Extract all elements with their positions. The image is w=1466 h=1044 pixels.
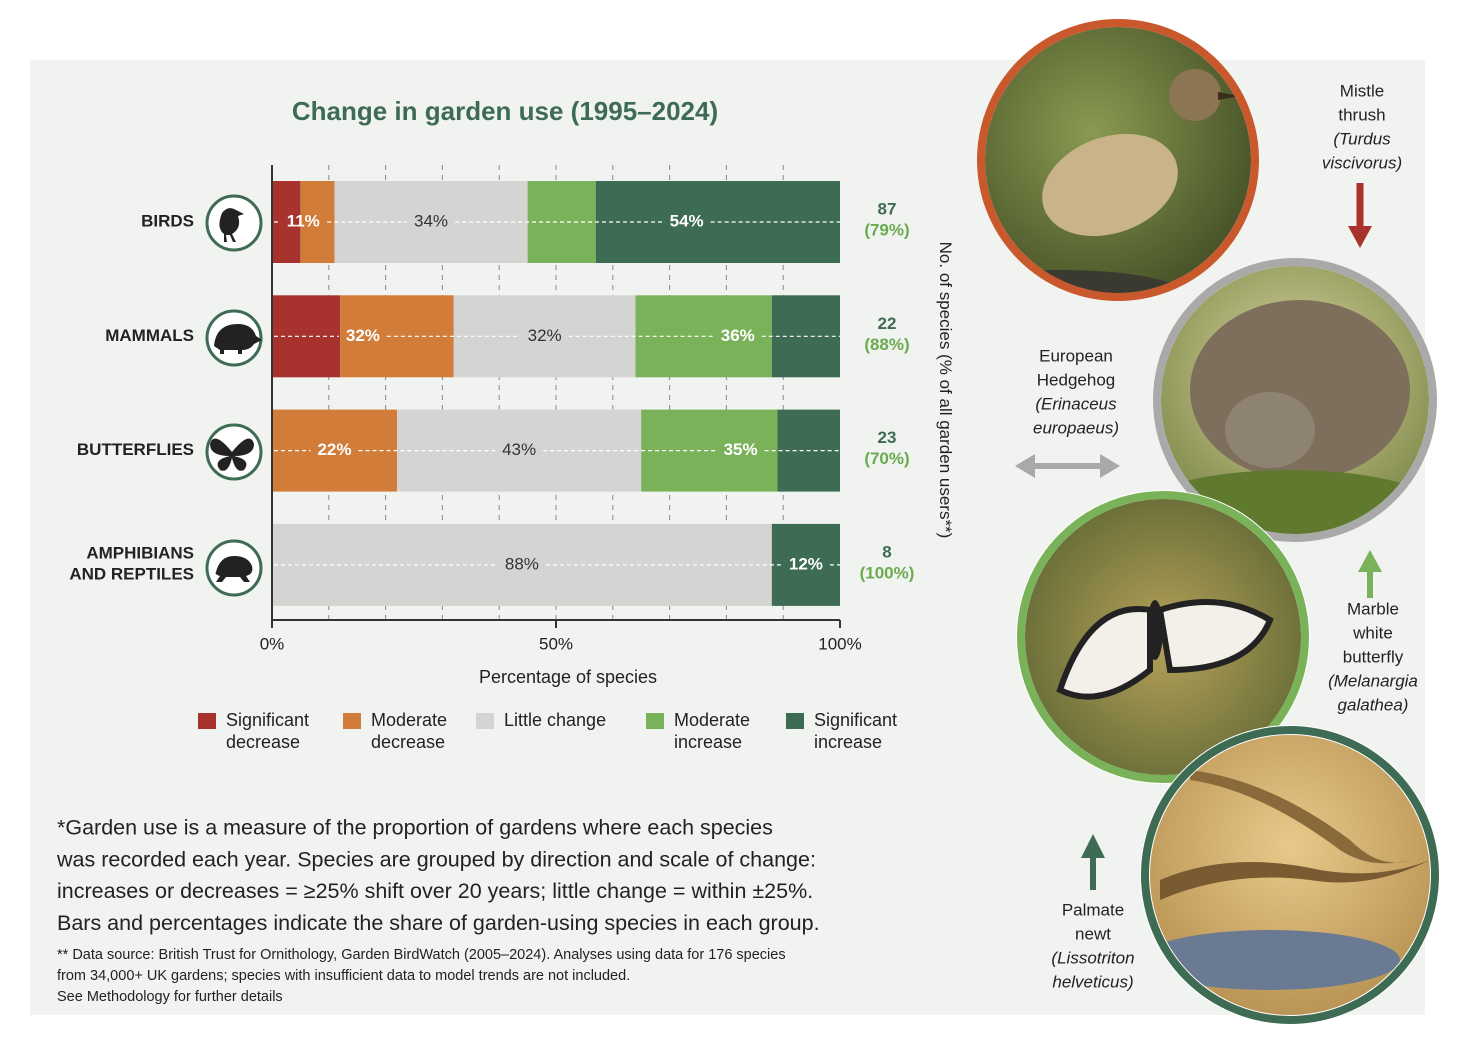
x-tick-label: 50% <box>539 634 573 653</box>
footnote-line: *Garden use is a measure of the proporti… <box>57 816 773 840</box>
arrows <box>1015 183 1382 890</box>
legend-label: Significant decrease <box>226 710 309 752</box>
legend-label: Little change <box>504 710 606 730</box>
y2-axis-label: No. of species (% of all garden users**) <box>936 242 955 539</box>
legend-swatch <box>198 713 216 729</box>
legend-swatch <box>646 713 664 729</box>
group-total-label: 54% <box>670 211 704 230</box>
photo-caption: Hedgehog <box>1037 370 1115 389</box>
photo-caption: Palmate <box>1062 900 1124 919</box>
source-line: ** Data source: British Trust for Ornith… <box>57 947 786 963</box>
species-count: 23 <box>878 428 897 447</box>
garden-share: (70%) <box>864 449 909 468</box>
legend-swatch <box>786 713 804 729</box>
source-line: See Methodology for further details <box>57 989 283 1005</box>
photo-caption: newt <box>1075 924 1111 943</box>
photo-butterfly <box>1016 490 1310 784</box>
x-tick-label: 100% <box>818 634 861 653</box>
legend-swatch <box>476 713 494 729</box>
footnote-line: was recorded each year. Species are grou… <box>56 847 816 871</box>
footnote-line: Bars and percentages indicate the share … <box>57 911 820 935</box>
bar-segment <box>334 181 528 263</box>
garden-share: (79%) <box>864 220 909 239</box>
photo-latin-name: (Lissotriton <box>1051 948 1134 967</box>
hedgehog-silhouette <box>214 324 262 354</box>
photo-caption: butterfly <box>1343 647 1404 666</box>
group-total-label: 22% <box>317 440 351 459</box>
frog-silhouette <box>215 556 253 582</box>
group-total-label: 11% <box>287 211 320 230</box>
photo-latin-name: galathea) <box>1338 695 1409 714</box>
bar-segment <box>771 523 840 606</box>
footnote-line: increases or decreases = ≥25% shift over… <box>57 879 813 903</box>
photo-caption: European <box>1039 346 1113 365</box>
photo-caption: Mistle <box>1340 81 1384 100</box>
species-count: 8 <box>882 542 891 561</box>
group-total-label: 32% <box>528 326 562 345</box>
group-total-label: 88% <box>505 554 539 573</box>
photo-latin-name: helveticus) <box>1052 972 1133 991</box>
category-label: BUTTERFLIES <box>77 440 194 459</box>
species-count: 87 <box>878 199 897 218</box>
arrow-head <box>1081 834 1105 858</box>
group-total-label: 36% <box>721 326 755 345</box>
group-total-label: 12% <box>789 554 823 573</box>
x-axis-label: Percentage of species <box>479 667 657 687</box>
category-label: MAMMALS <box>105 326 194 345</box>
legend-label: Moderate increase <box>674 710 750 752</box>
butterfly-silhouette <box>210 438 254 471</box>
photo-caption: thrush <box>1338 105 1385 124</box>
photo-latin-name: (Erinaceus <box>1035 394 1117 413</box>
garden-share: (88%) <box>864 335 909 354</box>
arrow-head <box>1358 550 1382 572</box>
photo-caption: white <box>1352 623 1393 642</box>
arrow-head <box>1348 226 1372 248</box>
legend-label: Significant increase <box>814 710 897 752</box>
photo-caption: Marble <box>1347 599 1399 618</box>
garden-share: (100%) <box>860 563 915 582</box>
category-label: AMPHIBIANS AND REPTILES <box>69 544 194 584</box>
group-total-label: 34% <box>414 211 448 230</box>
photo-newt <box>1140 725 1440 1025</box>
photo-latin-name: europaeus) <box>1033 418 1119 437</box>
group-total-label: 35% <box>724 440 758 459</box>
category-label: BIRDS <box>141 211 194 230</box>
chart-area: BIRDS 11% 34% 54% 87 (79%) MAMMALS 32% 32% 36% 22 (… <box>69 165 914 752</box>
photo-latin-name: (Turdus <box>1333 129 1391 148</box>
x-tick-label: 0% <box>260 634 285 653</box>
photo-latin-name: viscivorus) <box>1322 153 1402 172</box>
legend-label: Moderate decrease <box>371 710 447 752</box>
group-total-label: 32% <box>346 326 380 345</box>
group-total-label: 43% <box>502 440 536 459</box>
legend-swatch <box>343 713 361 729</box>
photo-latin-name: (Melanargia <box>1328 671 1418 690</box>
source-line: from 34,000+ UK gardens; species with in… <box>57 968 630 984</box>
photo-hedgehog <box>1153 258 1437 542</box>
bird-silhouette <box>219 208 244 242</box>
species-count: 22 <box>878 314 897 333</box>
chart-title: Change in garden use (1995–2024) <box>292 96 718 126</box>
icon-silhouettes <box>210 208 262 582</box>
